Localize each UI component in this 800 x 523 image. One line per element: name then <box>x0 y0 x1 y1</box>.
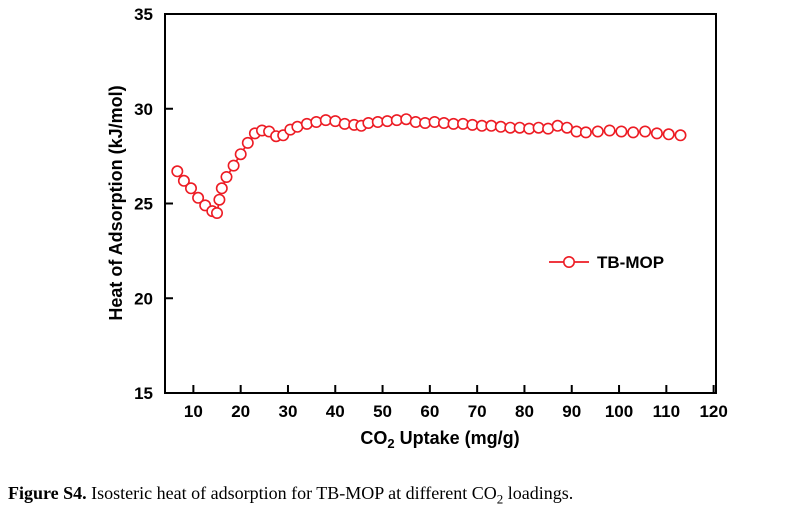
y-axis-tick-label: 25 <box>134 195 153 214</box>
x-axis-title-prefix: CO <box>360 428 387 448</box>
data-point-marker <box>603 124 616 137</box>
figure-caption: Figure S4. Isosteric heat of adsorption … <box>8 482 796 508</box>
x-axis-tick-label: 30 <box>279 402 298 421</box>
x-axis-title-subscript: 2 <box>387 436 394 451</box>
data-point-marker <box>177 174 190 187</box>
data-point-marker <box>215 182 228 195</box>
x-axis-tick-label: 100 <box>605 402 633 421</box>
chart-area: 10 20 30 40 50 60 70 80 90 100 110 120 15 20 25 30 35 He… <box>106 5 728 451</box>
isosteric-heat-chart: 10 20 30 40 50 60 70 80 90 100 110 120 15 20 25 30 35 He… <box>106 5 728 451</box>
y-axis-tick-label: 20 <box>134 289 153 308</box>
data-point-marker <box>627 126 640 139</box>
data-point-marker <box>227 159 240 172</box>
data-point-marker <box>615 125 628 138</box>
data-point-marker <box>171 165 184 178</box>
x-axis-title-suffix: Uptake (mg/g) <box>395 428 520 448</box>
data-point-marker <box>234 148 247 161</box>
x-axis-tick-label: 60 <box>420 402 439 421</box>
data-point-marker <box>213 193 226 206</box>
data-point-marker <box>211 207 224 220</box>
legend-marker <box>562 255 575 268</box>
legend: TB-MOP <box>549 253 664 272</box>
x-axis-tick-label: 120 <box>699 402 727 421</box>
data-point-marker <box>674 129 687 142</box>
x-axis-tick-label: 20 <box>231 402 250 421</box>
data-point-marker <box>650 127 663 140</box>
y-axis-tick-label: 35 <box>134 5 153 24</box>
data-point-marker <box>241 136 254 149</box>
data-point-marker <box>639 125 652 138</box>
plot-frame <box>164 13 717 394</box>
figure-caption-label: Figure S4. <box>8 483 87 503</box>
data-point-marker <box>662 128 675 141</box>
x-axis-title: CO2 Uptake (mg/g) <box>360 428 519 451</box>
chart-plot: 10 20 30 40 50 60 70 80 90 100 110 120 15 20 25 30 35 <box>134 5 728 421</box>
data-point-marker <box>579 126 592 139</box>
data-point-marker <box>310 116 323 129</box>
x-axis-tick-label: 50 <box>373 402 392 421</box>
x-axis-tick-label: 70 <box>468 402 487 421</box>
data-point-marker <box>192 191 205 204</box>
y-axis-tick-label: 15 <box>134 384 153 403</box>
data-point-marker <box>300 117 313 130</box>
x-axis-tick-label: 10 <box>184 402 203 421</box>
x-axis-tick-label: 110 <box>653 402 680 421</box>
figure-caption-text-2: loadings. <box>503 483 574 503</box>
y-axis-tick-label: 30 <box>134 100 153 119</box>
data-point-marker <box>220 171 233 184</box>
data-point-marker <box>185 182 198 195</box>
data-point-marker <box>591 125 604 138</box>
legend-label: TB-MOP <box>597 253 664 272</box>
y-axis-title: Heat of Adsorption (kJ/mol) <box>106 85 126 320</box>
data-point-marker <box>551 119 564 132</box>
x-axis-tick-label: 80 <box>515 402 534 421</box>
figure-caption-subscript: 2 <box>496 491 504 507</box>
figure-caption-text-1: Isosteric heat of adsorption for TB-MOP … <box>86 483 497 503</box>
x-axis-tick-label: 40 <box>326 402 345 421</box>
x-axis-tick-label: 90 <box>562 402 581 421</box>
